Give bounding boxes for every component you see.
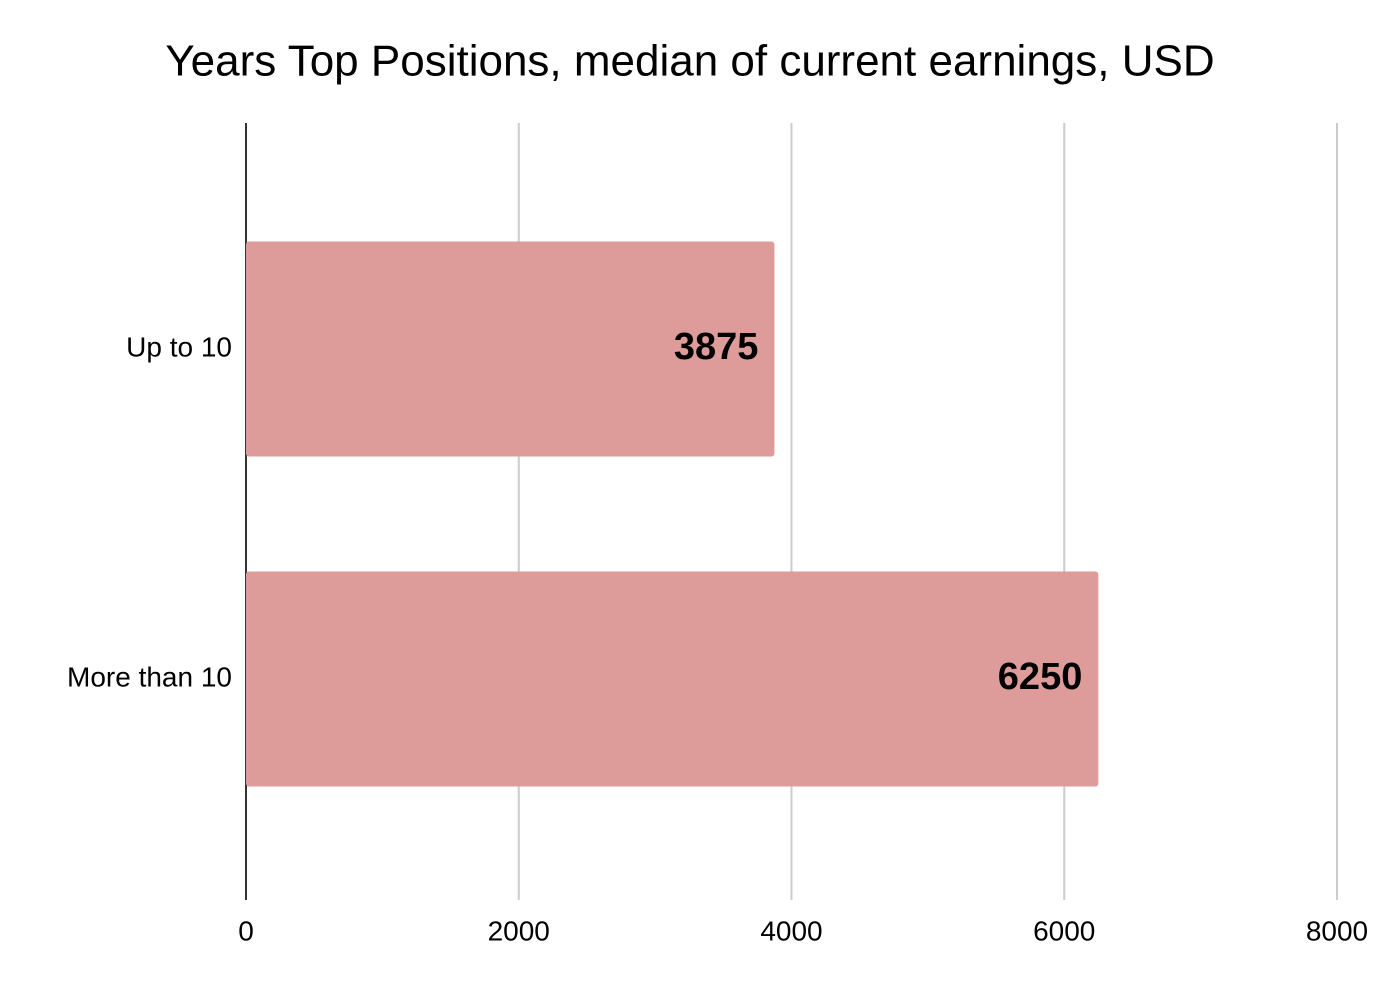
x-tick-label: 2000 (488, 915, 550, 946)
bar (246, 571, 1099, 787)
data-label: 3875 (674, 326, 759, 368)
x-tick-label: 0 (238, 915, 254, 946)
x-tick-label: 4000 (760, 915, 822, 946)
x-tick-label: 8000 (1306, 915, 1368, 946)
x-tick-label: 6000 (1033, 915, 1095, 946)
y-tick-label: Up to 10 (126, 331, 232, 362)
bar (246, 241, 775, 457)
y-tick-label: More than 10 (67, 661, 232, 692)
data-label: 6250 (998, 656, 1083, 698)
chart-title: Years Top Positions, median of current e… (165, 37, 1214, 86)
